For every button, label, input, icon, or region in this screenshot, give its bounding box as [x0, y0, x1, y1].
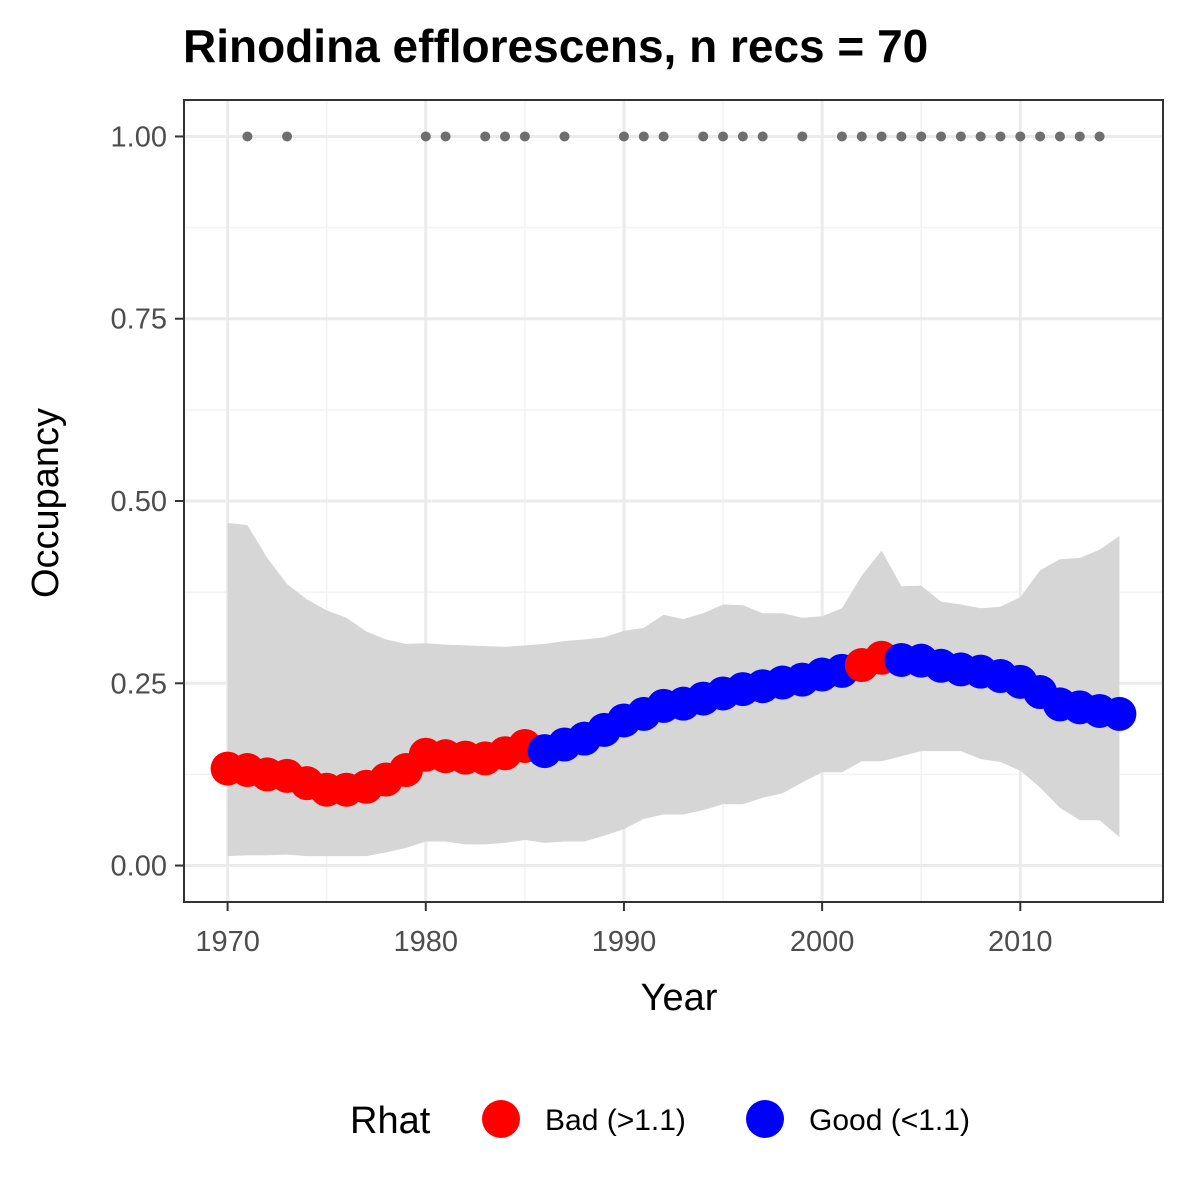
x-axis: 1970 1980 1990 2000 2010 [195, 902, 1053, 958]
x-tick-label: 1980 [394, 926, 459, 958]
record-point [1094, 131, 1105, 142]
x-tick-label: 1990 [592, 926, 657, 958]
x-tick-label: 1970 [195, 926, 260, 958]
record-point [896, 131, 907, 142]
record-point [737, 131, 748, 142]
record-point [698, 131, 709, 142]
legend: Rhat Bad (>1.1) Good (<1.1) [350, 1100, 970, 1142]
record-point [559, 131, 570, 142]
record-point [440, 131, 451, 142]
record-point [797, 131, 808, 142]
occupancy-point [1102, 696, 1137, 731]
legend-key-good [746, 1100, 784, 1138]
credible-interval-band [227, 522, 1120, 857]
y-tick-label: 0.00 [111, 851, 167, 883]
record-point [658, 131, 669, 142]
y-tick-label: 0.50 [111, 486, 167, 518]
x-tick-label: 2000 [790, 926, 855, 958]
record-point [1054, 131, 1065, 142]
record-point [480, 131, 491, 142]
record-point [916, 131, 927, 142]
record-point [282, 131, 293, 142]
occupancy-points-layer [210, 640, 1137, 807]
record-point [975, 131, 986, 142]
record-point [519, 131, 530, 142]
records-layer [242, 131, 1105, 142]
record-point [856, 131, 867, 142]
record-point [1015, 131, 1026, 142]
credible-interval-layer [227, 522, 1120, 857]
y-axis: 0.00 0.25 0.50 0.75 1.00 [111, 121, 184, 883]
record-point [618, 131, 629, 142]
record-point [420, 131, 431, 142]
record-point [876, 131, 887, 142]
record-point [1074, 131, 1085, 142]
record-point [242, 131, 253, 142]
record-point [638, 131, 649, 142]
x-tick-label: 2010 [988, 926, 1053, 958]
legend-label-good: Good (<1.1) [809, 1104, 970, 1137]
record-point [500, 131, 511, 142]
record-point [995, 131, 1006, 142]
x-axis-title: Year [641, 977, 718, 1019]
y-tick-label: 0.25 [111, 668, 167, 700]
y-tick-label: 0.75 [111, 304, 167, 336]
chart-title: Rinodina efflorescens, n recs = 70 [183, 20, 928, 72]
legend-title: Rhat [350, 1100, 431, 1142]
legend-key-bad [482, 1100, 520, 1138]
record-point [718, 131, 729, 142]
record-point [955, 131, 966, 142]
record-point [757, 131, 768, 142]
y-tick-label: 1.00 [111, 121, 167, 153]
record-point [836, 131, 847, 142]
y-axis-title: Occupancy [25, 408, 67, 598]
record-point [1035, 131, 1046, 142]
legend-label-bad: Bad (>1.1) [545, 1104, 686, 1137]
record-point [936, 131, 947, 142]
